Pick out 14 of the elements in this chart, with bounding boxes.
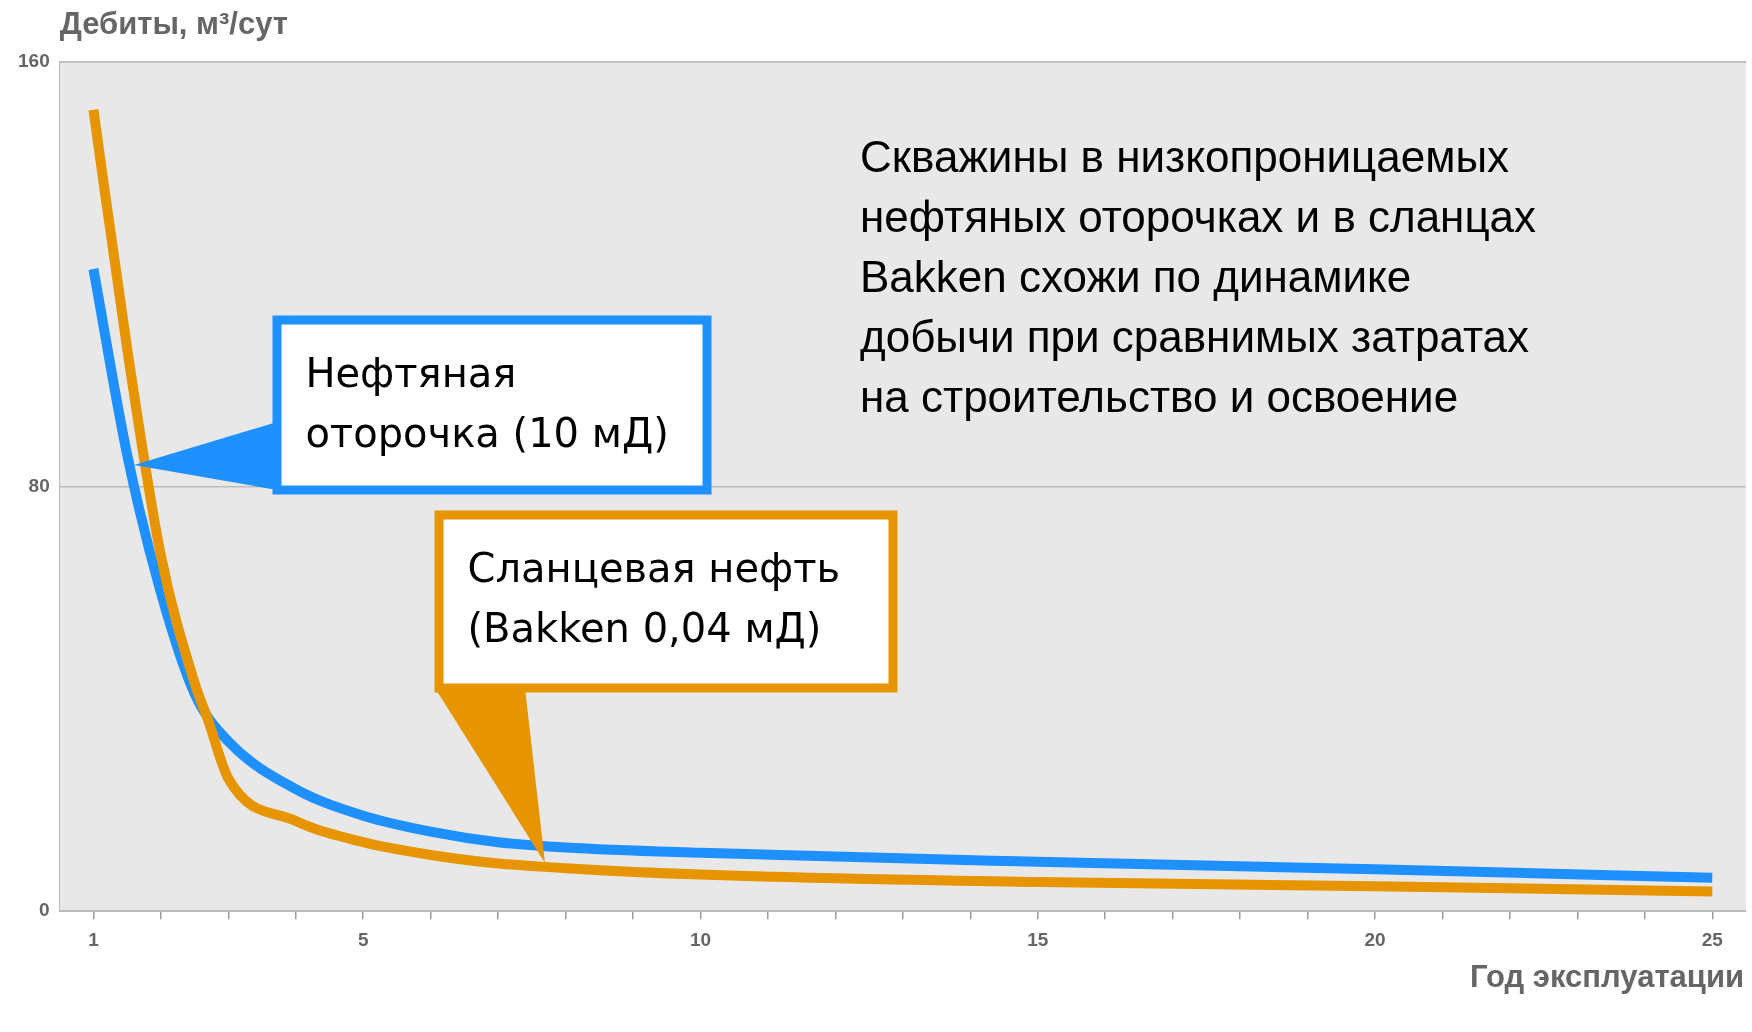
- x-tick-label: 5: [357, 928, 369, 950]
- x-tick-label: 25: [1701, 928, 1724, 950]
- x-tick-label: 20: [1364, 928, 1386, 950]
- y-tick-label: 160: [18, 50, 50, 72]
- x-tick-label: 10: [689, 928, 712, 950]
- x-tick-label: 15: [1027, 928, 1049, 950]
- y-axis-title: Дебиты, м³/сут: [59, 6, 288, 42]
- x-tick-label: 1: [88, 928, 100, 950]
- x-axis-title: Год эксплуатации: [1470, 959, 1744, 995]
- annotation: Нефтяная оторочка (10 мД): [272, 315, 712, 495]
- annotation: Сланцевая нефть (Bakken 0,04 мД): [434, 510, 898, 693]
- y-tick-label: 80: [28, 474, 50, 496]
- annotation: Скважины в низкопроницаемых нефтяных оторочках и в сланцах Bakken схожи по динамике добычи при сравнимых затратах на строительство и освоение: [860, 132, 1537, 422]
- y-tick-label: 0: [39, 899, 50, 921]
